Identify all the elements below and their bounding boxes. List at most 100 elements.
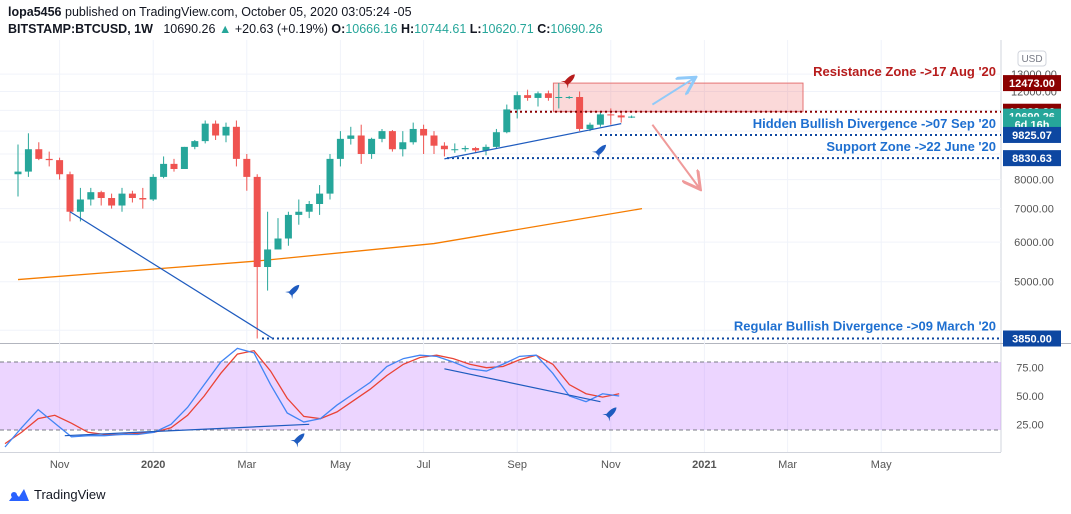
annotation-label[interactable]: Hidden Bullish Divergence ->07 Sep '20 <box>753 116 996 131</box>
candle[interactable] <box>628 115 636 119</box>
candle[interactable] <box>201 120 209 144</box>
candle[interactable] <box>326 154 334 200</box>
candle[interactable] <box>14 144 22 197</box>
price-badge[interactable]: 8830.63 <box>1003 150 1061 167</box>
candle[interactable] <box>191 139 199 150</box>
candle[interactable] <box>87 187 95 206</box>
candle[interactable] <box>243 154 251 191</box>
tradingview-brand[interactable]: TradingView <box>34 486 106 502</box>
candle[interactable] <box>513 91 521 119</box>
candle-body <box>492 132 500 147</box>
candle[interactable] <box>35 142 43 161</box>
candle[interactable] <box>180 146 188 169</box>
candle-body <box>87 192 95 200</box>
usd-currency-button[interactable]: USD <box>1017 50 1047 67</box>
oscillator-divergence-line[interactable] <box>64 423 310 437</box>
candle[interactable] <box>524 89 532 101</box>
candle-body <box>440 145 448 150</box>
price-divergence-line[interactable] <box>69 211 274 340</box>
candle[interactable] <box>274 218 282 250</box>
annotation-label[interactable]: Resistance Zone ->17 Aug '20 <box>813 64 996 79</box>
candle[interactable] <box>284 211 292 246</box>
candle[interactable] <box>222 122 230 143</box>
candle[interactable] <box>170 158 178 172</box>
candle[interactable] <box>451 143 459 153</box>
candle-body <box>201 123 209 142</box>
candle-body <box>212 123 220 136</box>
candle[interactable] <box>66 171 74 222</box>
rocket-marker-price-sep[interactable] <box>591 141 610 159</box>
candle[interactable] <box>399 131 407 157</box>
rocket-marker-bell[interactable] <box>560 71 579 89</box>
rocket-marker-price-march[interactable] <box>285 281 303 300</box>
candle[interactable] <box>565 96 573 99</box>
candle[interactable] <box>347 126 355 145</box>
candle-body <box>264 249 272 268</box>
oscillator-divergence-line[interactable] <box>444 368 601 403</box>
up-arrow[interactable] <box>651 78 694 106</box>
price-badge[interactable]: 3850.00 <box>1003 330 1061 347</box>
candle-body <box>180 146 188 169</box>
candle-body <box>336 138 344 159</box>
candle[interactable] <box>440 142 448 157</box>
rocket-marker-osc-sep[interactable] <box>602 404 620 422</box>
moving-average-line[interactable] <box>17 207 643 281</box>
ohlc-line: BITSTAMP:BTCUSD, 1W 10690.26 ▲ +20.63 (+… <box>8 21 603 38</box>
candle[interactable] <box>316 185 324 215</box>
up-triangle-icon: ▲ <box>218 22 232 36</box>
candle[interactable] <box>534 91 542 107</box>
candle[interactable] <box>576 91 584 132</box>
candle[interactable] <box>56 157 64 180</box>
candle[interactable] <box>555 83 563 109</box>
candle[interactable] <box>472 146 480 153</box>
chart-header: lopa5456 published on TradingView.com, O… <box>8 4 603 38</box>
candle[interactable] <box>24 133 32 177</box>
price-badge[interactable]: 12473.00 <box>1003 75 1061 92</box>
candle[interactable] <box>368 137 376 159</box>
candle[interactable] <box>45 151 53 167</box>
candle[interactable] <box>128 190 136 203</box>
annotation-label[interactable]: Regular Bullish Divergence ->09 March '2… <box>734 319 996 334</box>
candle[interactable] <box>461 145 469 152</box>
down-arrow[interactable] <box>651 124 699 188</box>
candle[interactable] <box>264 211 272 291</box>
candle[interactable] <box>139 187 147 209</box>
candle[interactable] <box>76 187 84 222</box>
candle[interactable] <box>420 124 428 155</box>
candle[interactable] <box>596 112 604 127</box>
candle[interactable] <box>118 187 126 212</box>
rocket-marker-osc-march[interactable] <box>290 430 308 448</box>
rocket-body <box>605 407 617 418</box>
oscillator-k-line[interactable] <box>4 347 620 448</box>
high-label: H: <box>400 22 415 36</box>
annotation-label[interactable]: Support Zone ->22 June '20 <box>826 139 996 154</box>
author-name[interactable]: lopa5456 <box>8 5 62 19</box>
price-hidden-divergence-line[interactable] <box>444 123 622 160</box>
candle[interactable] <box>388 130 396 152</box>
candle[interactable] <box>357 124 365 164</box>
candle[interactable] <box>212 120 220 140</box>
candle[interactable] <box>305 200 313 219</box>
candle[interactable] <box>253 174 261 339</box>
candle[interactable] <box>409 122 417 145</box>
candle[interactable] <box>336 131 344 167</box>
oscillator-d-line[interactable] <box>4 349 620 445</box>
candle[interactable] <box>430 131 438 155</box>
time-tick-label: Mar <box>778 459 797 471</box>
high-value: 10744.61 <box>414 22 467 36</box>
candle[interactable] <box>97 190 105 206</box>
price-badge[interactable]: 9825.07 <box>1003 126 1061 143</box>
candle[interactable] <box>378 128 386 143</box>
candle[interactable] <box>544 90 552 101</box>
candle[interactable] <box>160 156 168 179</box>
candle[interactable] <box>482 144 490 156</box>
candle[interactable] <box>503 104 511 134</box>
candle[interactable] <box>149 174 157 201</box>
candle[interactable] <box>295 199 303 225</box>
candle[interactable] <box>232 120 240 167</box>
candle[interactable] <box>108 193 116 209</box>
candle[interactable] <box>492 128 500 149</box>
candle-body <box>24 149 32 172</box>
candle[interactable] <box>617 112 625 123</box>
